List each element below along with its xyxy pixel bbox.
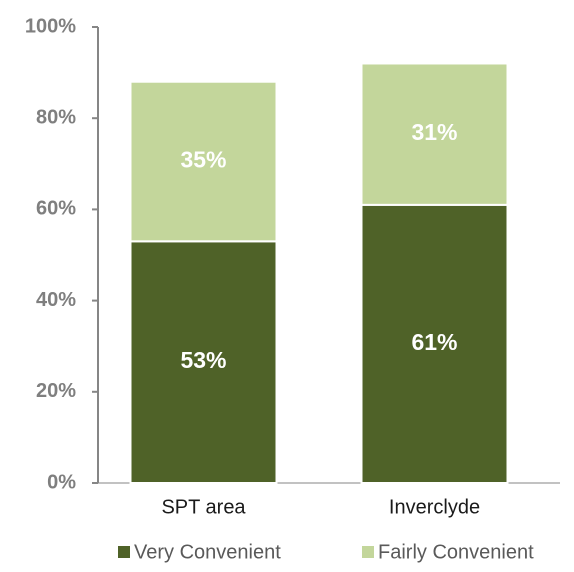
bar-segment [360,62,509,206]
legend-label: Fairly Convenient [378,541,534,563]
y-tick-label: 60% [36,198,76,220]
y-tick-label: 0% [47,471,76,493]
bar-segment [129,80,278,243]
data-label: 31% [411,119,457,145]
data-label: 61% [411,329,457,355]
y-tick-label: 80% [36,106,76,128]
y-tick-label: 20% [36,380,76,402]
x-tick-label: SPT area [161,496,246,518]
y-tick-label: 40% [36,289,76,311]
legend-swatch [362,546,374,558]
x-tick-label: Inverclyde [389,496,480,518]
legend-swatch [118,546,130,558]
legend-label: Very Convenient [134,541,281,563]
data-label: 53% [180,347,226,373]
y-tick-label: 100% [25,15,76,37]
data-label: 35% [180,147,226,173]
bar-segment [129,240,278,484]
bar-segment [360,203,509,484]
